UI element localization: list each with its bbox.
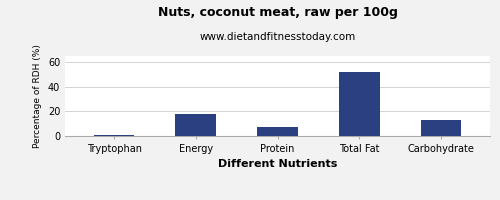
Text: Nuts, coconut meat, raw per 100g: Nuts, coconut meat, raw per 100g <box>158 6 398 19</box>
Bar <box>420 120 462 136</box>
X-axis label: Different Nutrients: Different Nutrients <box>218 159 337 169</box>
Text: www.dietandfitnesstoday.com: www.dietandfitnesstoday.com <box>200 32 356 42</box>
Bar <box>339 72 380 136</box>
Bar <box>94 135 134 136</box>
Y-axis label: Percentage of RDH (%): Percentage of RDH (%) <box>33 44 42 148</box>
Bar <box>176 114 216 136</box>
Bar <box>257 127 298 136</box>
